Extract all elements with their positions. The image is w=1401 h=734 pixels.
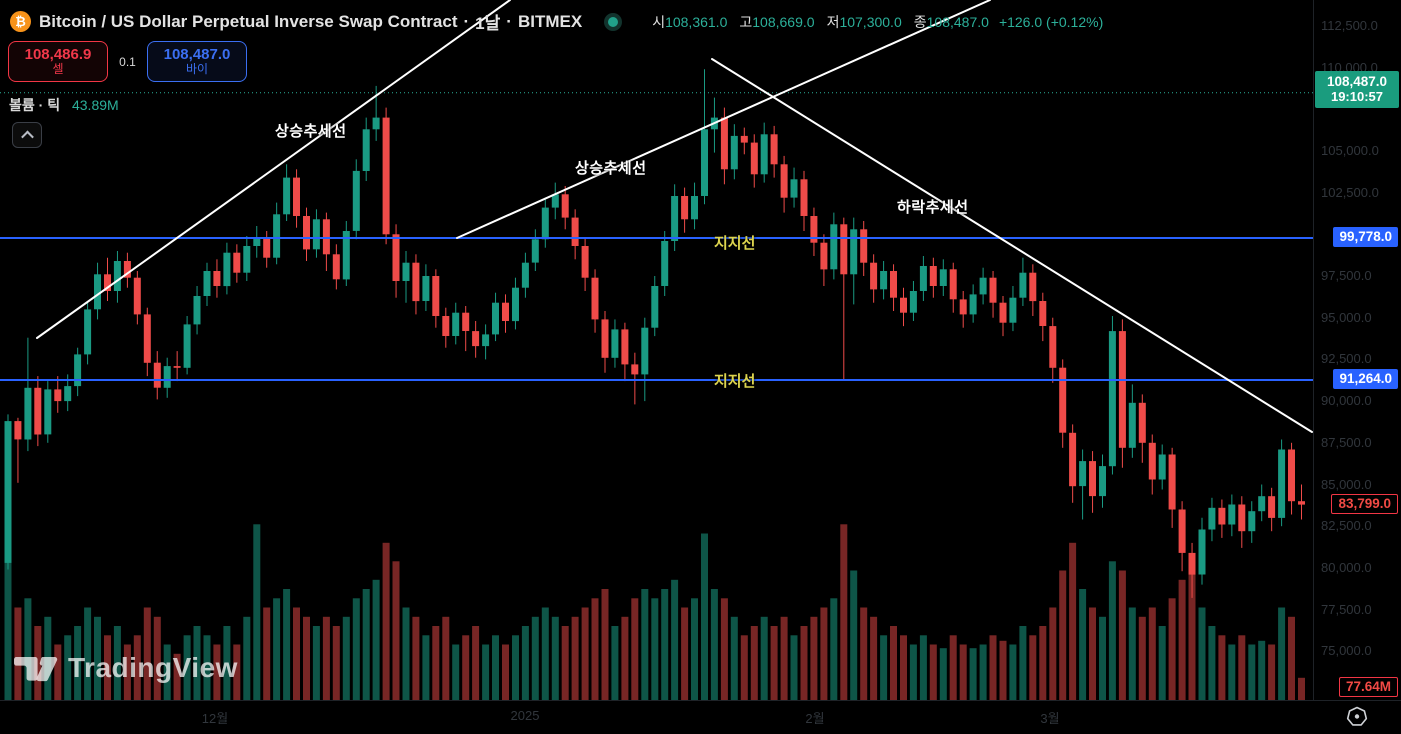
live-price-value: 108,487.0 [1326,73,1388,89]
time-axis[interactable]: 12월 2025 2월 3월 [0,700,1401,734]
chart-area[interactable]: 상승추세선 상승추세선 하락추세선 지지선 지지선 TradingView [0,0,1313,700]
spread-value: 0.1 [119,54,136,69]
trend-lines [36,0,1313,433]
collapse-pane-button[interactable] [12,122,42,148]
price-tick-label: 82,500.0 [1321,518,1372,534]
time-tick-label: 3월 [1040,711,1060,726]
candlestick-chart[interactable] [0,0,1313,700]
time-tick-label: 12월 [201,711,229,726]
ohlc-high: 고108,669.0 [739,13,815,30]
last-close-price-badge: 83,799.0 [1331,493,1398,514]
support-lines [0,92,1313,381]
descending-trendline[interactable] [711,58,1313,433]
symbol-header: ₿ Bitcoin / US Dollar Perpetual Inverse … [10,9,1103,34]
trendline-label[interactable]: 상승추세선 [575,160,647,177]
title-separator: · [463,11,470,31]
indicator-value: 43.89M [71,97,119,113]
price-tick-label: 92,500.0 [1321,351,1372,367]
exchange-label[interactable]: BITMEX [517,11,583,31]
support-line-label[interactable]: 지지선 [714,235,756,252]
symbol-title[interactable]: Bitcoin / US Dollar Perpetual Inverse Sw… [39,11,458,31]
ohlc-close: 종108,487.0 [913,13,989,30]
price-tick-label: 105,000.0 [1321,142,1379,158]
price-tick-label: 77,500.0 [1321,601,1372,617]
support-line-label[interactable]: 지지선 [714,373,756,390]
volume-value-badge: 77.64M [1338,677,1398,697]
sell-button[interactable]: 108,486.9 셀 [8,41,108,82]
price-tick-label: 90,000.0 [1321,393,1372,409]
market-open-dot-icon [608,16,619,27]
support-price-badge: 99,778.0 [1333,227,1398,247]
ascending-trendline-2[interactable] [456,0,991,239]
sell-price: 108,486.9 [24,45,92,63]
price-tick-label: 80,000.0 [1321,559,1372,575]
buy-button[interactable]: 108,487.0 바이 [147,41,247,82]
trendline-label[interactable]: 하락추세선 [897,199,969,216]
sell-label: 셀 [52,62,64,77]
trade-panel: 108,486.9 셀 0.1 108,487.0 바이 [8,41,247,82]
price-tick-label: 87,500.0 [1321,434,1372,450]
price-tick-label: 97,500.0 [1321,268,1372,283]
price-tick-label: 75,000.0 [1321,643,1372,659]
volume-indicator-legend[interactable]: 볼륨 · 틱 43.89M [9,95,119,115]
live-price-badge: 108,487.0 19:10:57 [1315,70,1399,108]
volume-bars [4,524,1305,700]
candles [4,69,1305,598]
ascending-trendline-1[interactable] [36,0,511,339]
price-tick-label: 112,500.0 [1321,17,1378,33]
bitcoin-icon: ₿ [10,11,31,32]
price-axis[interactable]: 112,500.0 110,000.0 105,000.0 102,500.0 97,5… [1313,0,1401,700]
buy-price: 108,487.0 [163,45,231,63]
indicator-name: 볼륨 · 틱 [9,97,61,113]
price-tick-label: 95,000.0 [1321,309,1372,325]
timeframe-label[interactable]: 1날 [475,14,501,33]
price-change: +126.0 (+0.12%) [998,13,1104,30]
bar-countdown: 19:10:57 [1330,88,1384,104]
polygon-dot-icon[interactable] [1345,705,1369,729]
trendline-label[interactable]: 상승추세선 [275,123,347,140]
price-tick-label: 102,500.0 [1321,184,1379,200]
time-tick-label: 2월 [805,711,825,726]
ohlc-open: 시108,361.0 [652,13,728,30]
buy-label: 바이 [185,62,209,77]
time-tick-label: 2025 [510,708,540,723]
chevron-up-icon [20,130,34,143]
ohlc-low: 저107,300.0 [826,13,902,30]
support-price-badge: 91,264.0 [1333,369,1398,389]
title-separator: · [506,11,512,31]
price-tick-label: 85,000.0 [1321,476,1372,492]
price-tick-label: 110,000.0 [1321,59,1378,75]
